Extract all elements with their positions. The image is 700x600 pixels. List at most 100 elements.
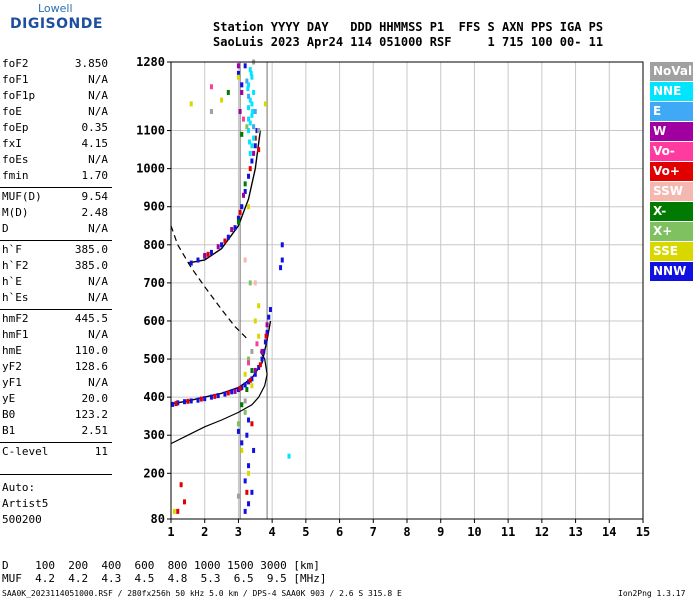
- echo-point: [236, 421, 240, 427]
- echo-point: [230, 389, 234, 395]
- param-separator: [0, 187, 112, 188]
- echo-point: [247, 82, 251, 88]
- param-value: 20.0: [81, 392, 109, 405]
- echo-point: [247, 463, 251, 469]
- echo-point: [179, 482, 183, 488]
- echo-point: [265, 329, 269, 335]
- echo-point: [245, 432, 249, 438]
- echo-point: [176, 508, 180, 514]
- param-name: h`F: [2, 243, 22, 256]
- echo-point: [230, 227, 234, 233]
- echo-point: [246, 86, 250, 92]
- echo-point: [220, 242, 224, 248]
- echo-point: [236, 63, 240, 69]
- echo-point: [250, 74, 254, 80]
- echo-point: [236, 215, 240, 221]
- echo-point: [247, 204, 251, 210]
- auto-artist: Artist5: [2, 497, 49, 510]
- echo-point: [189, 260, 193, 266]
- echo-point: [253, 280, 257, 286]
- legend-item-vo-: Vo+: [650, 162, 693, 181]
- echo-point: [248, 280, 252, 286]
- trace-curves: [170, 130, 272, 445]
- echo-point: [243, 188, 247, 194]
- x-tick-label: 7: [370, 525, 377, 539]
- echo-point: [213, 393, 217, 399]
- param-name: foF1: [2, 73, 29, 86]
- x-tick-label: 5: [302, 525, 309, 539]
- echo-point: [209, 84, 213, 90]
- param-value: N/A: [88, 105, 108, 118]
- x-tick-label: 14: [602, 525, 616, 539]
- echo-point: [209, 249, 213, 255]
- echo-point: [253, 143, 257, 149]
- echo-point: [241, 116, 245, 122]
- echo-point: [226, 390, 230, 396]
- echo-point: [243, 478, 247, 484]
- echo-point: [241, 192, 245, 198]
- echo-point: [240, 440, 244, 446]
- echo-point: [251, 109, 255, 115]
- logo-lowell: Lowell: [38, 2, 73, 15]
- param-name: B1: [2, 424, 16, 437]
- echo-point: [236, 493, 240, 499]
- echo-points: [171, 59, 291, 514]
- x-tick-label: 11: [501, 525, 515, 539]
- echo-point: [240, 82, 244, 88]
- param-value: N/A: [88, 73, 108, 86]
- param-name: foE: [2, 105, 22, 118]
- echo-point: [186, 398, 190, 404]
- echo-point: [257, 333, 261, 339]
- echo-point: [252, 89, 256, 95]
- x-tick-label: 3: [235, 525, 242, 539]
- echo-point: [243, 382, 247, 388]
- legend-item-nne: NNE: [650, 82, 693, 101]
- echo-point: [233, 225, 237, 231]
- echo-point: [223, 238, 227, 244]
- echo-point: [209, 394, 213, 400]
- param-name: hmE: [2, 344, 22, 357]
- echo-point: [252, 150, 256, 156]
- param-separator: [0, 442, 112, 443]
- param-name: fxI: [2, 137, 22, 150]
- echo-point: [255, 341, 259, 347]
- param-name: h`Es: [2, 291, 29, 304]
- echo-point: [196, 257, 200, 263]
- y-tick-label: 700: [143, 276, 165, 290]
- echo-point: [252, 124, 256, 130]
- y-tick-label: 300: [143, 428, 165, 442]
- echo-point: [216, 244, 220, 250]
- x-tick-label: 6: [336, 525, 343, 539]
- echo-point: [247, 417, 251, 423]
- echo-point: [199, 396, 203, 402]
- param-value: N/A: [88, 328, 108, 341]
- param-name: hmF1: [2, 328, 29, 341]
- auto-label: Auto:: [2, 481, 36, 494]
- param-value: 2.48: [81, 206, 109, 219]
- echo-point: [257, 364, 261, 370]
- echo-point: [250, 489, 254, 495]
- echo-point: [258, 362, 262, 368]
- echo-point: [240, 402, 244, 408]
- echo-point: [182, 499, 186, 505]
- echo-point: [247, 93, 251, 99]
- param-value: 1.70: [81, 169, 109, 182]
- param-name: D: [2, 222, 9, 235]
- echo-point: [267, 314, 271, 320]
- echo-point: [189, 398, 193, 404]
- param-name: C-level: [2, 445, 49, 458]
- echo-point: [216, 393, 220, 399]
- echo-point: [206, 251, 210, 257]
- echo-point: [265, 322, 269, 328]
- x-tick-label: 13: [568, 525, 582, 539]
- echo-point: [248, 97, 252, 103]
- header-row-2: SaoLuis 2023 Apr24 114 051000 RSF 1 715 …: [213, 35, 604, 49]
- legend-item-vo-: Vo-: [650, 142, 693, 161]
- echo-point: [240, 447, 244, 453]
- param-name: yF2: [2, 360, 22, 373]
- param-separator: [0, 474, 112, 475]
- echo-point: [226, 234, 230, 240]
- echo-point: [268, 307, 272, 313]
- echo-point: [248, 67, 252, 73]
